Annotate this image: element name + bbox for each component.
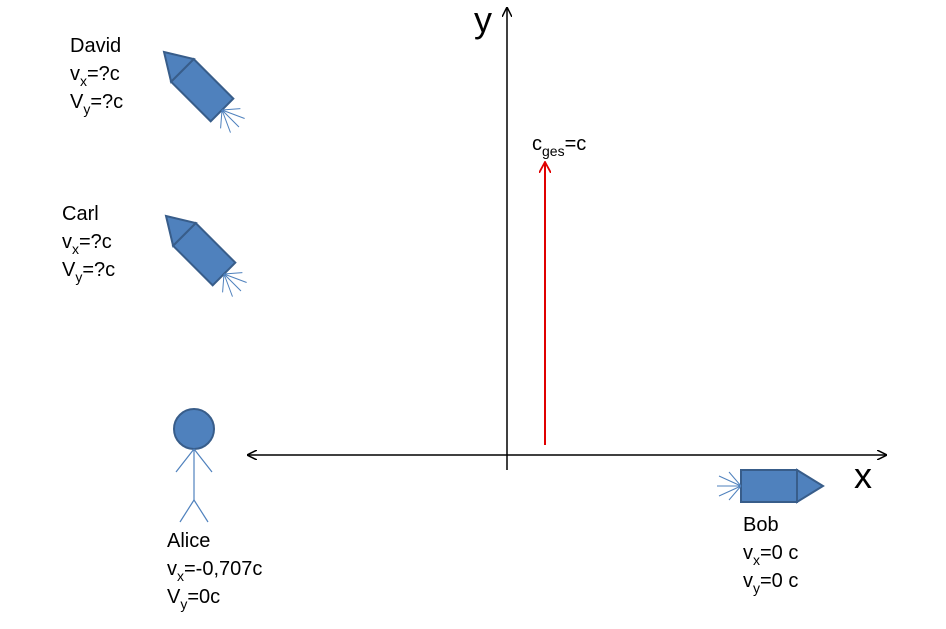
rocket	[162, 50, 245, 133]
rocket-nose	[164, 214, 198, 248]
rest: =-0,707c	[184, 558, 262, 580]
rocket	[164, 214, 247, 297]
label-line: vx=?c	[62, 231, 112, 257]
stick-figure	[173, 408, 215, 523]
subscript: y	[75, 269, 82, 285]
label-line: vx=-0,707c	[167, 558, 262, 584]
label-line: vx=0 c	[743, 542, 798, 568]
base: V	[70, 91, 84, 113]
rest: =c	[565, 133, 587, 155]
base: c	[532, 133, 542, 155]
subscript: x	[753, 552, 760, 568]
base: v	[70, 63, 80, 85]
rocket-flame	[222, 272, 247, 297]
rest: =0 c	[760, 542, 798, 564]
axis-label: x	[854, 455, 872, 496]
subscript: y	[83, 101, 90, 117]
label-line: Vy=?c	[70, 91, 123, 117]
base: v	[167, 558, 177, 580]
axis-label: y	[474, 0, 492, 40]
rest: =?c	[90, 91, 123, 113]
subscript: x	[177, 568, 184, 584]
base: v	[743, 542, 753, 564]
subscript: x	[80, 73, 87, 89]
rocket-nose	[162, 50, 196, 84]
rocket	[717, 468, 825, 504]
rocket-flame	[717, 471, 742, 501]
actor-name: Carl	[62, 203, 99, 225]
subscript: ges	[542, 143, 565, 159]
base: V	[62, 259, 76, 281]
label-line: Vy=?c	[62, 259, 115, 285]
rest: =?c	[79, 231, 112, 253]
rest: =?c	[87, 63, 120, 85]
rocket-flame	[220, 108, 245, 133]
subscript: y	[180, 596, 187, 612]
actor-name: Bob	[743, 514, 779, 536]
label-line: Vy=0c	[167, 586, 220, 612]
rocket-nose	[796, 468, 825, 504]
subscript: x	[72, 241, 79, 257]
subscript: y	[753, 580, 760, 596]
label-line: vy=0 c	[743, 570, 798, 596]
actor-name: Alice	[167, 530, 210, 552]
base: V	[167, 586, 181, 608]
rest: =0c	[187, 586, 220, 608]
actor-name: David	[70, 35, 121, 57]
rest: =0 c	[760, 570, 798, 592]
base: v	[743, 570, 753, 592]
label-line: cges=c	[532, 133, 586, 159]
rest: =?c	[82, 259, 115, 281]
label-line: vx=?c	[70, 63, 120, 89]
base: v	[62, 231, 72, 253]
rocket-body	[740, 469, 798, 503]
